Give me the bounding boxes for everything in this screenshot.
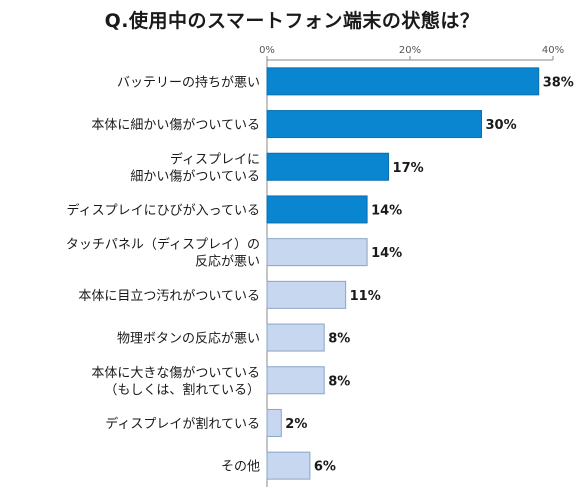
category-label: タッチパネル（ディスプレイ）の反応が悪い bbox=[66, 237, 260, 270]
category-label: 本体に細かい傷がついている bbox=[91, 118, 260, 133]
category-label: 本体に大きな傷がついている（もしくは、割れている） bbox=[91, 366, 260, 398]
bar bbox=[266, 152, 390, 181]
bar bbox=[266, 238, 368, 267]
category-label: ディスプレイが割れている bbox=[105, 416, 260, 432]
value-label: 30% bbox=[486, 118, 517, 133]
value-label: 8% bbox=[328, 374, 350, 389]
value-label: 8% bbox=[328, 332, 350, 347]
bar bbox=[266, 195, 368, 224]
bar bbox=[266, 323, 325, 352]
bar-layer bbox=[266, 67, 540, 480]
label-layer: バッテリーの持ちが悪い 38% 本体に細かい傷がついている 30% ディスプレイに細かい… bbox=[66, 75, 574, 474]
bar bbox=[266, 67, 540, 96]
value-label: 14% bbox=[371, 203, 402, 218]
value-label: 17% bbox=[393, 161, 424, 176]
value-label: 2% bbox=[285, 417, 307, 432]
category-label: その他 bbox=[221, 460, 260, 475]
bar bbox=[266, 451, 311, 480]
category-label: 本体に目立つ汚れがついている bbox=[78, 289, 260, 304]
value-label: 6% bbox=[314, 460, 336, 475]
chart-title: Q.使用中のスマートフォン端末の状態は？ bbox=[104, 10, 480, 32]
x-tick-label: 0% bbox=[259, 45, 275, 56]
category-label: ディスプレイにひびが入っている bbox=[67, 202, 260, 218]
bar bbox=[266, 110, 482, 139]
bar bbox=[266, 280, 347, 309]
x-tick-label: 40% bbox=[542, 45, 564, 56]
bar bbox=[266, 366, 325, 395]
category-label: ディスプレイに細かい傷がついている bbox=[130, 151, 260, 184]
category-label: 物理ボタンの反応が悪い bbox=[117, 332, 260, 347]
x-tick-label: 20% bbox=[399, 45, 421, 56]
value-label: 38% bbox=[543, 75, 574, 90]
value-label: 14% bbox=[371, 246, 402, 261]
value-label: 11% bbox=[350, 289, 381, 304]
bar bbox=[266, 408, 282, 437]
category-label: バッテリーの持ちが悪い bbox=[117, 75, 260, 90]
